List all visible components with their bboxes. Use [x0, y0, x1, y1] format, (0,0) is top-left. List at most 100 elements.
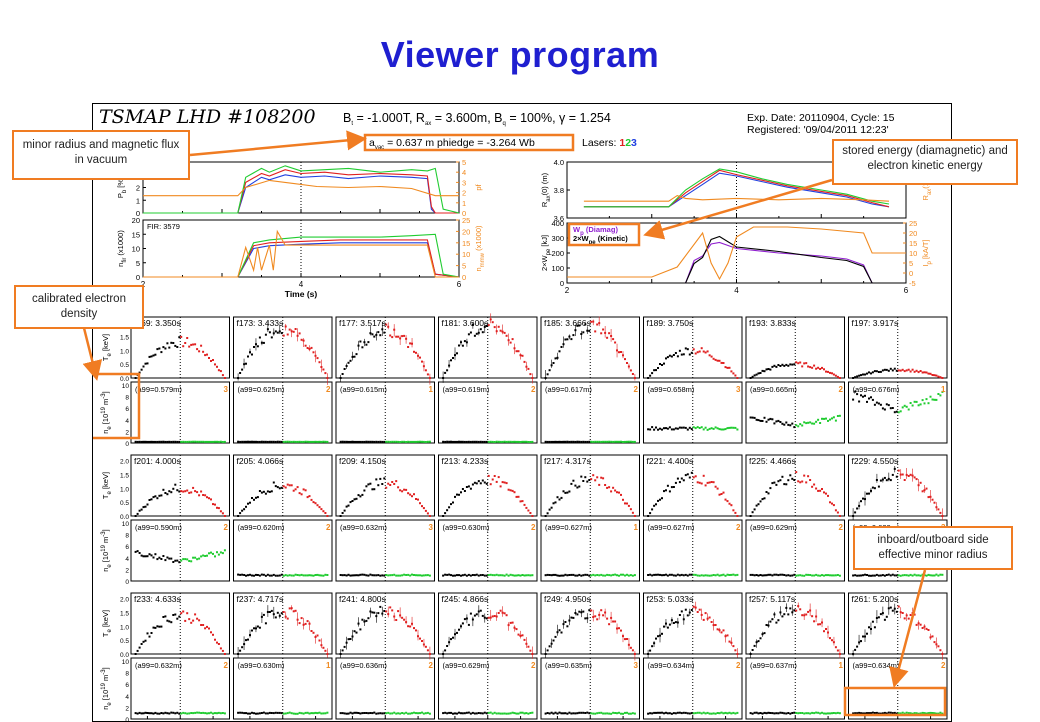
ne-point: [367, 712, 370, 715]
frame-laser-number: 2: [224, 661, 229, 670]
te-point: [341, 649, 344, 652]
ne-point: [663, 427, 665, 430]
ne-point: [883, 408, 886, 411]
te-point: [592, 474, 595, 477]
stored-energy-y2tick-label: 20: [909, 229, 917, 238]
te-point: [606, 617, 609, 620]
ne-point: [371, 712, 374, 715]
ne-point: [600, 573, 603, 576]
ne-point: [359, 712, 362, 715]
te-point: [626, 362, 628, 364]
te-ytick-label: 1.0: [120, 624, 129, 631]
ne-point: [724, 711, 727, 714]
ne-point: [239, 573, 242, 576]
ne-point: [694, 427, 697, 430]
te-point: [937, 645, 940, 648]
te-point: [692, 605, 695, 608]
ne-point: [351, 712, 354, 715]
ne-point: [154, 440, 157, 443]
te-point: [373, 611, 376, 614]
te-point: [925, 627, 928, 630]
ne-point: [909, 402, 912, 404]
te-point: [761, 498, 764, 501]
te-point: [813, 620, 816, 623]
te-point: [895, 610, 898, 613]
ne-point: [304, 440, 307, 443]
ne-point: [460, 440, 462, 443]
te-point: [216, 506, 218, 509]
frame-laser-number: 2: [941, 661, 946, 670]
profile-cell: f189: 3.750s(a99=0.658m) 3: [643, 316, 743, 444]
ne-point: [375, 574, 378, 577]
te-point: [176, 346, 179, 348]
ne-point: [278, 574, 281, 577]
ne-point: [150, 712, 153, 715]
ne-point: [343, 574, 346, 577]
te-point: [395, 619, 398, 621]
ne-point: [714, 712, 717, 715]
te-point: [517, 633, 520, 636]
ne-point: [651, 712, 654, 715]
ne-point: [503, 440, 506, 443]
te-point: [454, 495, 456, 498]
te-point: [245, 362, 247, 365]
ne-ylabel: ne [1019 m-3]: [101, 391, 113, 434]
te-point: [925, 371, 928, 374]
ne-point: [698, 574, 701, 577]
ne-point: [461, 712, 464, 715]
te-point: [836, 511, 839, 514]
te-point: [779, 365, 782, 367]
ne-point: [749, 712, 752, 715]
shot-parameters: Bt = -1.000T, Rax = 3.600m, Bq = 100%, γ…: [343, 111, 611, 127]
ne-point: [860, 574, 862, 577]
stored-energy-ylabel: 2×Wpe [kJ]: [540, 235, 552, 271]
fir-density-y2tick-label: 10: [462, 250, 470, 259]
te-point: [397, 486, 400, 489]
te-point: [866, 372, 868, 375]
frame-time-label: f177: 3.517s: [339, 318, 386, 328]
te-point: [413, 350, 415, 353]
frame-time-label: f261: 5.200s: [852, 594, 899, 604]
ne-point: [602, 440, 605, 443]
ne-point: [499, 574, 502, 577]
te-point: [799, 481, 802, 484]
ne-point: [649, 712, 652, 715]
profile-cell: f245: 4.866s(a99=0.629m)2-0.50.00.5reff …: [438, 592, 538, 720]
te-point: [704, 484, 707, 487]
te-point: [509, 341, 512, 344]
te-point: [821, 366, 823, 369]
te-point: [809, 366, 812, 369]
frame-laser-number: 1: [326, 661, 331, 670]
ne-point: [256, 440, 259, 443]
ne-point: [825, 417, 827, 420]
ne-point: [866, 712, 868, 715]
te-point: [294, 609, 297, 612]
te-point: [138, 371, 141, 374]
ne-point: [353, 574, 356, 577]
te-point: [186, 337, 189, 339]
te-point: [714, 485, 717, 488]
ne-point: [702, 711, 705, 714]
ne-point: [929, 574, 932, 577]
te-point: [158, 347, 161, 350]
ne-point: [255, 440, 257, 443]
ne-point: [631, 440, 634, 443]
fir-density-y2tick-label: 20: [462, 227, 470, 236]
ne-point: [298, 574, 301, 577]
ne-point: [389, 574, 392, 577]
ne-point: [387, 440, 390, 443]
te-point: [823, 630, 825, 633]
ne-point: [887, 711, 890, 714]
te-point: [572, 616, 575, 619]
ne-point: [925, 574, 928, 577]
te-point: [180, 612, 183, 615]
te-point: [670, 486, 673, 489]
ne-point: [475, 573, 478, 576]
ne-point: [501, 440, 504, 443]
te-point: [202, 350, 205, 353]
te-point: [647, 377, 650, 379]
te-point: [631, 511, 634, 514]
te-point: [590, 609, 593, 612]
te-point: [322, 646, 325, 649]
ne-point: [424, 712, 427, 715]
